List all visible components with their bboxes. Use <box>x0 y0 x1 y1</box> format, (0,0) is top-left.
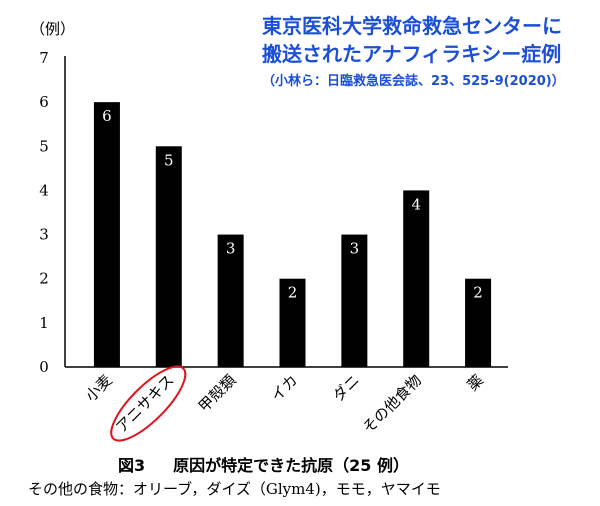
bar <box>341 234 368 367</box>
figure-number: 図3 <box>118 456 146 475</box>
y-tick-label: 3 <box>39 226 49 244</box>
x-tick-label: 小麦 <box>82 371 116 405</box>
bars: 6 5 3 2 3 4 2 <box>93 102 492 368</box>
bar <box>403 190 430 367</box>
y-tick-label: 4 <box>39 181 49 199</box>
x-tick-label: アニサキス <box>112 371 177 436</box>
bar <box>93 102 120 368</box>
figure-caption-text: 原因が特定できた抗原（25 例） <box>173 456 409 475</box>
y-tick-label: 1 <box>39 314 49 332</box>
x-tick-label: 薬 <box>464 371 487 394</box>
citation: （小林ら：日臨救急医会誌、23、525-9(2020)） <box>262 74 565 89</box>
x-tick-label: その他食物 <box>359 371 425 437</box>
x-tick-label: 甲殻類 <box>195 371 240 416</box>
bar-value-label: 6 <box>102 107 112 125</box>
bar-value-label: 3 <box>226 240 236 258</box>
bar <box>465 278 492 367</box>
y-tick-label: 0 <box>39 358 49 376</box>
bar <box>155 146 182 367</box>
y-tick-label: 6 <box>39 93 49 111</box>
x-tick-label: イカ <box>267 371 301 405</box>
bar-value-label: 4 <box>411 195 421 213</box>
y-tick-label: 5 <box>39 137 49 155</box>
title-line-1: 東京医科大学救命救急センターに <box>262 14 562 38</box>
bar-value-label: 2 <box>288 284 298 302</box>
footnote: その他の食物：オリーブ，ダイズ（Glym4)，モモ，ヤマイモ <box>28 480 441 498</box>
y-tick-label: 7 <box>39 49 49 67</box>
bar <box>217 234 244 367</box>
bar-value-label: 3 <box>350 240 360 258</box>
figure-caption: 図3 原因が特定できた抗原（25 例） <box>118 452 409 476</box>
y-tick-label: 2 <box>39 270 49 288</box>
y-axis-unit-label: （例） <box>30 20 76 38</box>
highlight-ellipse <box>110 365 187 442</box>
bar <box>279 278 306 367</box>
x-tick-label: ダニ <box>329 371 363 405</box>
bar-value-label: 2 <box>473 284 483 302</box>
bar-value-label: 5 <box>164 151 174 169</box>
title-line-2: 搬送されたアナフィラキシー症例 <box>262 42 562 66</box>
y-tick-labels: 0 1 2 3 4 5 6 7 <box>39 49 49 376</box>
chart-title: 東京医科大学救命救急センターに 搬送されたアナフィラキシー症例 （小林ら：日臨救… <box>262 12 565 92</box>
